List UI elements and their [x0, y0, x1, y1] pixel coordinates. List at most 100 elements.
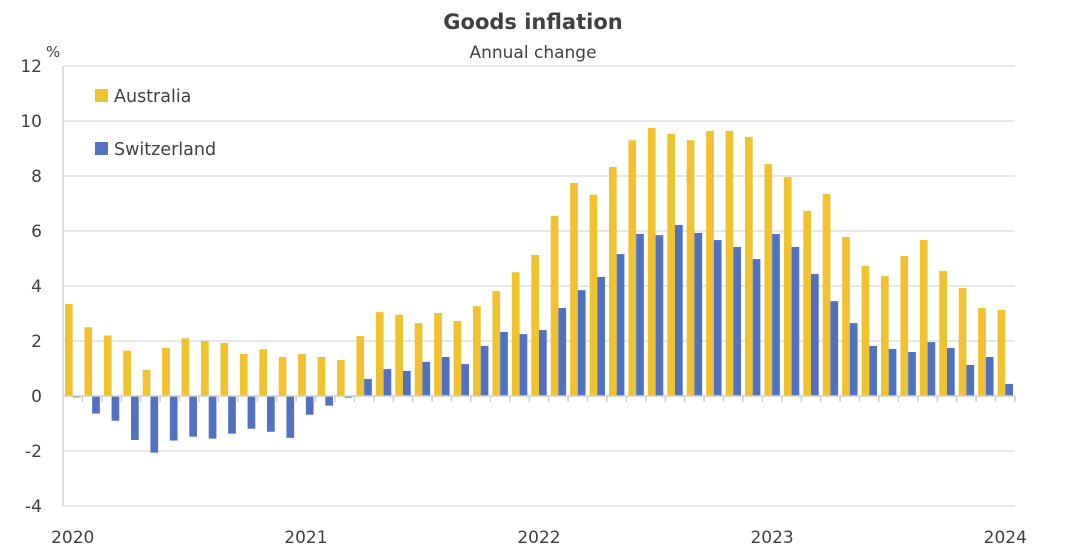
- y-tick-label: 2: [31, 332, 42, 352]
- bar-australia: [395, 314, 403, 397]
- bar-switzerland: [344, 396, 353, 398]
- bar-switzerland: [752, 259, 761, 396]
- y-axis-unit-label: %: [46, 43, 60, 61]
- bar-switzerland: [849, 323, 858, 397]
- y-tick-label: 8: [31, 167, 42, 187]
- bar-australia: [667, 133, 675, 396]
- bar-switzerland: [111, 396, 120, 421]
- x-tick-label: 2023: [750, 528, 793, 548]
- bar-australia: [919, 240, 928, 396]
- bar-switzerland: [169, 396, 178, 441]
- bar-switzerland: [616, 254, 625, 396]
- bar-switzerland: [131, 396, 139, 440]
- bar-australia: [958, 287, 967, 396]
- bar-switzerland: [908, 352, 916, 396]
- bar-australia: [278, 356, 287, 396]
- bar-australia: [531, 254, 539, 396]
- bar-australia: [142, 369, 151, 397]
- bar-switzerland: [577, 290, 586, 397]
- legend-swatch-australia: [95, 89, 108, 102]
- bar-australia: [803, 210, 811, 396]
- bar-australia: [65, 303, 73, 397]
- legend-label-australia: Australia: [114, 87, 191, 107]
- bar-switzerland: [713, 240, 722, 396]
- bar-australia: [978, 308, 986, 396]
- bar-switzerland: [966, 364, 975, 396]
- bar-switzerland: [364, 378, 372, 396]
- bar-switzerland: [150, 396, 159, 453]
- bar-switzerland: [519, 334, 528, 397]
- bar-switzerland: [228, 396, 236, 434]
- bar-australia: [123, 350, 131, 397]
- bar-switzerland: [869, 345, 877, 396]
- bar-switzerland: [539, 330, 547, 396]
- bar-australia: [414, 323, 423, 397]
- x-tick-label: 2022: [517, 528, 560, 548]
- bar-australia: [628, 140, 637, 396]
- x-axis-tick-labels: 2020 2021 2022 2023 2024: [51, 528, 1027, 548]
- bar-switzerland: [830, 301, 839, 397]
- bar-australia: [706, 130, 714, 396]
- bar-australia: [181, 338, 190, 396]
- bar-switzerland: [422, 361, 431, 396]
- bar-switzerland: [500, 331, 508, 396]
- bar-australia: [745, 136, 753, 396]
- bar-switzerland: [694, 232, 703, 396]
- y-tick-label: 0: [31, 387, 42, 407]
- x-tick-label: 2024: [984, 528, 1027, 548]
- bars: [65, 127, 1013, 453]
- y-axis-tick-labels: -4 -2 0 2 4 6 8 10 12: [20, 57, 42, 517]
- bar-australia: [434, 312, 442, 396]
- bar-switzerland: [985, 356, 994, 396]
- y-tick-label: 12: [20, 57, 42, 77]
- bar-switzerland: [189, 396, 197, 437]
- bar-switzerland: [597, 276, 605, 396]
- bar-switzerland: [947, 347, 955, 397]
- bar-switzerland: [927, 342, 936, 396]
- bar-australia: [84, 327, 93, 396]
- bar-australia: [317, 356, 326, 396]
- bar-switzerland: [772, 234, 780, 396]
- bar-switzerland: [811, 273, 819, 396]
- bar-switzerland: [208, 396, 217, 439]
- y-tick-label: -2: [25, 442, 42, 462]
- bar-switzerland: [636, 234, 644, 396]
- bar-australia: [861, 265, 870, 396]
- legend-label-switzerland: Switzerland: [114, 140, 216, 160]
- y-tick-label: 4: [31, 277, 42, 297]
- bar-switzerland: [403, 370, 411, 396]
- bar-australia: [239, 353, 248, 396]
- bar-australia: [725, 130, 734, 396]
- x-tick-label: 2021: [284, 528, 327, 548]
- bar-switzerland: [267, 396, 275, 432]
- legend-swatch-switzerland: [95, 142, 108, 155]
- bar-switzerland: [247, 396, 256, 429]
- bar-australia: [511, 272, 520, 396]
- bar-switzerland: [733, 246, 741, 396]
- chart-subtitle: Annual change: [469, 43, 596, 63]
- bar-australia: [881, 276, 889, 396]
- bar-switzerland: [325, 396, 333, 406]
- bar-switzerland: [558, 308, 567, 396]
- bar-switzerland: [383, 369, 392, 396]
- bar-switzerland: [286, 396, 295, 438]
- bar-switzerland: [461, 364, 469, 396]
- bar-switzerland: [441, 356, 450, 396]
- bar-australia: [822, 193, 831, 397]
- bar-australia: [201, 341, 209, 396]
- bar-australia: [259, 349, 267, 396]
- bar-switzerland: [480, 345, 489, 396]
- bar-australia: [842, 237, 850, 396]
- legend: Australia Switzerland: [95, 87, 216, 160]
- bar-australia: [900, 256, 909, 396]
- bar-australia: [356, 336, 365, 396]
- bar-switzerland: [791, 246, 800, 396]
- bar-switzerland: [888, 348, 897, 396]
- bar-australia: [220, 342, 229, 396]
- axes: [62, 66, 1016, 506]
- bar-switzerland: [305, 396, 314, 415]
- bar-australia: [589, 194, 598, 396]
- bar-australia: [570, 182, 578, 397]
- chart-title: Goods inflation: [443, 10, 622, 34]
